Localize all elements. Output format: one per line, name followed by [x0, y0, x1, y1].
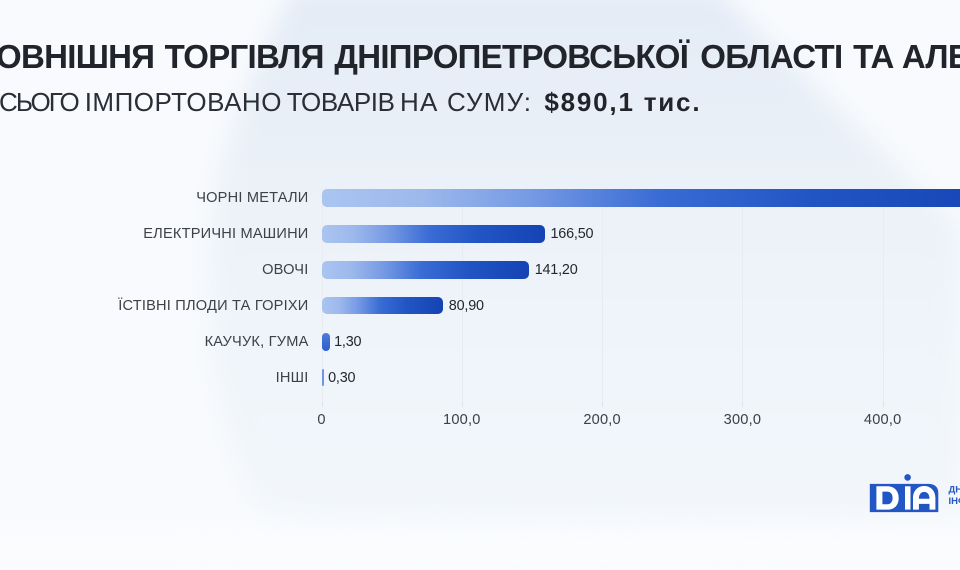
svg-text:ДНІПРОПЕТРОВСЬКЕ: ДНІПРОПЕТРОВСЬКЕ — [949, 485, 960, 496]
svg-text:ІНФОРМАЦІЙНЕ: ІНФОРМАЦІЙНЕ — [949, 495, 960, 507]
